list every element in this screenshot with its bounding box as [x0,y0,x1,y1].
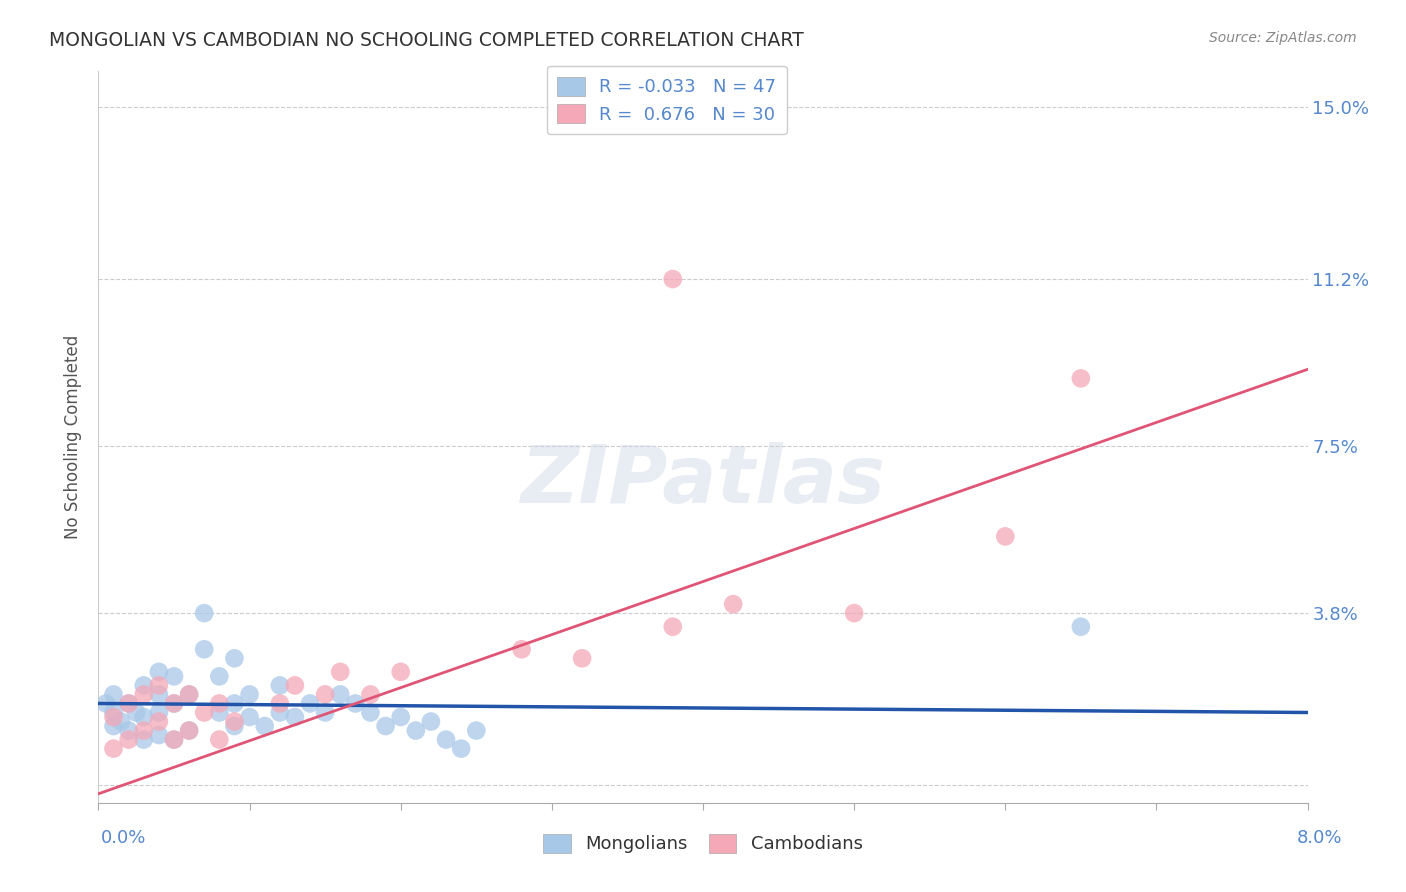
Text: Source: ZipAtlas.com: Source: ZipAtlas.com [1209,31,1357,45]
Point [103,688,125,702]
Point [148,665,170,679]
Point [420,714,443,729]
Point [103,710,125,724]
Point [179,688,201,702]
Point [103,719,125,733]
Point [314,706,336,720]
Point [510,642,533,657]
Point [269,678,291,692]
Point [389,665,412,679]
Point [723,597,745,611]
Point [208,706,231,720]
Point [1070,371,1092,385]
Legend: R = -0.033   N = 47, R =  0.676   N = 30: R = -0.033 N = 47, R = 0.676 N = 30 [547,66,787,135]
Point [329,665,352,679]
Point [94,697,117,711]
Point [148,714,170,729]
Point [148,678,170,692]
Text: 0.0%: 0.0% [101,829,146,847]
Point [148,706,170,720]
Point [661,272,683,286]
Point [179,723,201,738]
Legend: Mongolians, Cambodians: Mongolians, Cambodians [536,826,870,861]
Point [163,732,186,747]
Point [374,719,396,733]
Point [118,732,141,747]
Point [344,697,367,711]
Point [314,688,336,702]
Point [389,710,412,724]
Text: MONGOLIAN VS CAMBODIAN NO SCHOOLING COMPLETED CORRELATION CHART: MONGOLIAN VS CAMBODIAN NO SCHOOLING COMP… [49,31,804,50]
Point [132,723,155,738]
Point [284,710,307,724]
Point [994,529,1017,543]
Point [360,688,382,702]
Point [148,728,170,742]
Point [118,697,141,711]
Point [253,719,276,733]
Point [193,642,215,657]
Point [844,606,866,620]
Point [208,697,231,711]
Point [224,697,246,711]
Point [103,706,125,720]
Y-axis label: No Schooling Completed: No Schooling Completed [65,335,83,539]
Point [571,651,593,665]
Point [163,732,186,747]
Point [360,706,382,720]
Point [224,719,246,733]
Point [163,669,186,683]
Point [269,697,291,711]
Point [284,678,307,692]
Point [224,714,246,729]
Point [103,741,125,756]
Point [329,688,352,702]
Point [118,697,141,711]
Point [465,723,488,738]
Point [450,741,472,756]
Point [132,678,155,692]
Point [661,620,683,634]
Point [239,688,262,702]
Point [208,669,231,683]
Point [193,606,215,620]
Point [434,732,457,747]
Point [179,688,201,702]
Point [269,706,291,720]
Point [163,697,186,711]
Point [299,697,322,711]
Point [118,723,141,738]
Text: 8.0%: 8.0% [1298,829,1343,847]
Point [132,710,155,724]
Point [224,651,246,665]
Point [1070,620,1092,634]
Point [132,732,155,747]
Point [110,714,132,729]
Text: ZIPatlas: ZIPatlas [520,442,886,520]
Point [132,688,155,702]
Point [148,688,170,702]
Point [179,723,201,738]
Point [405,723,427,738]
Point [208,732,231,747]
Point [239,710,262,724]
Point [163,697,186,711]
Point [193,706,215,720]
Point [125,706,148,720]
